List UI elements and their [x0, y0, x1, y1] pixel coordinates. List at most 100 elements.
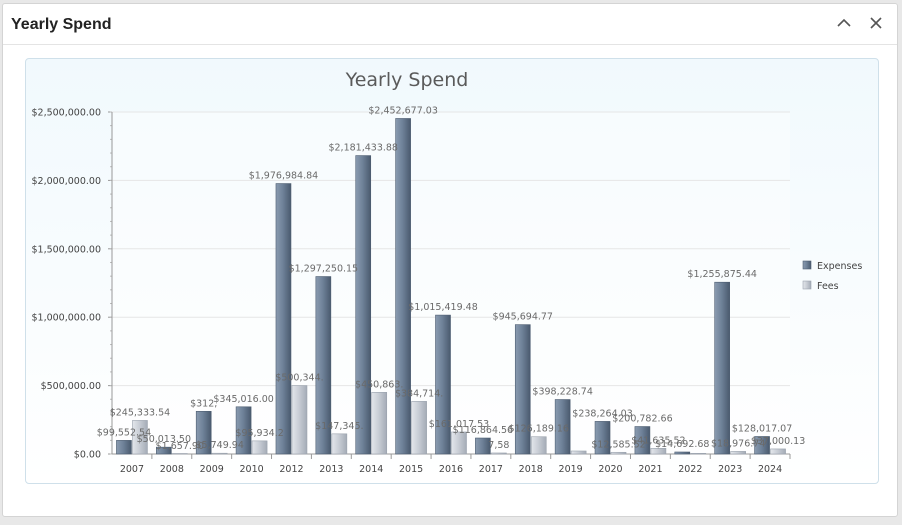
expenses-bar[interactable]: [235, 406, 252, 455]
fees-data-label: $147,345.: [315, 421, 363, 432]
x-tick-label: 2014: [359, 464, 383, 475]
x-tick-label: 2013: [319, 464, 343, 475]
chart-card: Yearly Spend $0.00 $500,000.00 $1,000,000.…: [25, 58, 879, 484]
expenses-bar[interactable]: [554, 399, 571, 455]
expenses-data-label: $50,013.50: [137, 434, 191, 445]
fees-bar[interactable]: [251, 440, 268, 455]
expenses-data-label: $345,016.00: [213, 394, 273, 405]
close-icon: [870, 17, 882, 29]
fees-data-label: $37,000.13: [751, 436, 805, 447]
expenses-bar[interactable]: [156, 446, 172, 455]
expenses-bar[interactable]: [435, 314, 451, 455]
expenses-bar[interactable]: [754, 436, 770, 455]
x-tick-label: 2012: [279, 464, 303, 475]
fees-data-label: $95,934.2: [235, 428, 283, 439]
expenses-data-label: $99,552.54: [97, 427, 151, 438]
fees-data-label: $245,333.54: [110, 407, 170, 418]
fees-bar[interactable]: [331, 433, 348, 455]
y-tick-label: $0.00: [74, 450, 101, 461]
x-tick-label: 2007: [120, 464, 144, 475]
fees-bar[interactable]: [291, 385, 308, 455]
expenses-bar[interactable]: [514, 324, 531, 455]
chart-title: Yearly Spend: [345, 69, 469, 91]
expenses-bar[interactable]: [634, 426, 651, 455]
yearly-spend-chart: Yearly Spend $0.00 $500,000.00 $1,000,000.…: [31, 69, 862, 475]
plot-area: [112, 112, 790, 454]
fees-data-label: $161,017.53: [429, 419, 489, 430]
expenses-data-label: $238,264.03: [572, 408, 632, 419]
x-tick-label: 2023: [718, 464, 742, 475]
fees-data-label: $384,714.: [395, 388, 443, 399]
expenses-data-label: $398,228.74: [532, 387, 592, 398]
fees-bar[interactable]: [172, 453, 188, 455]
x-tick-label: 2009: [200, 464, 224, 475]
expenses-bar[interactable]: [594, 421, 611, 455]
expenses-data-label: $200,782.66: [612, 414, 672, 425]
expenses-data-label: $128,017.07: [732, 423, 792, 434]
fees-data-label: $500,344.: [275, 373, 323, 384]
fees-bar[interactable]: [610, 451, 627, 455]
expenses-bar[interactable]: [315, 276, 332, 455]
fees-bar[interactable]: [211, 452, 228, 455]
expenses-bar[interactable]: [674, 451, 691, 455]
expenses-data-label: $1,255,875.44: [687, 269, 757, 280]
fees-bar[interactable]: [371, 392, 388, 455]
x-tick-label: 2022: [678, 464, 702, 475]
legend-swatch-fees: [802, 280, 812, 290]
chevron-up-icon: [837, 18, 851, 27]
expenses-bar[interactable]: [275, 183, 292, 455]
panel-header: Yearly Spend: [3, 4, 897, 45]
x-tick-label: 2024: [758, 464, 782, 475]
expenses-data-label: $1,976,984.84: [249, 171, 319, 182]
fees-bar[interactable]: [411, 401, 427, 455]
bars: [116, 118, 786, 455]
expenses-bar[interactable]: [116, 440, 132, 455]
data-labels: $99,552.54$50,013.50 $312,$345,016.00 $1,9…: [97, 105, 806, 451]
fees-data-label: $5,749.94: [196, 440, 244, 451]
fees-bar[interactable]: [770, 448, 786, 455]
fees-bar[interactable]: [690, 453, 707, 455]
fees-data-label: 7,58: [488, 440, 509, 451]
collapse-button[interactable]: [833, 12, 855, 34]
y-tick-label: $1,000,000.00: [31, 313, 101, 324]
x-tick-label: 2015: [399, 464, 423, 475]
x-tick-label: 2019: [559, 464, 583, 475]
expenses-data-label: $14,692.68: [655, 439, 709, 450]
x-tick-label: 2021: [638, 464, 662, 475]
fees-data-label: $18,976.74: [711, 438, 765, 449]
fees-bar[interactable]: [650, 448, 667, 455]
y-tick-label: $2,000,000.00: [31, 176, 101, 187]
legend-swatch-expenses: [802, 260, 812, 270]
fees-bar[interactable]: [132, 420, 148, 455]
expenses-bar[interactable]: [475, 437, 491, 455]
fees-data-label: $41,635.52: [631, 435, 685, 446]
fees-bar[interactable]: [491, 452, 507, 455]
fees-bar[interactable]: [530, 436, 547, 455]
close-button[interactable]: [865, 12, 887, 34]
y-tick-label: $1,500,000.00: [31, 244, 101, 255]
expenses-data-label: $1,297,250.15: [289, 264, 359, 275]
fees-bar[interactable]: [570, 450, 587, 455]
x-tick-label: 2018: [519, 464, 543, 475]
legend: Expenses Fees: [802, 260, 862, 292]
expenses-data-label: $1,015,419.48: [408, 302, 478, 313]
expenses-data-label: $2,181,433.88: [328, 143, 398, 154]
fees-data-label: $126,189.16: [509, 424, 569, 435]
x-tick-label: 2020: [598, 464, 622, 475]
legend-label-expenses: Expenses: [817, 261, 862, 272]
expenses-bar[interactable]: [395, 118, 411, 455]
fees-data-label: $1,657.90: [156, 441, 204, 452]
expenses-bar[interactable]: [714, 281, 730, 455]
expenses-data-label: $2,452,677.03: [368, 105, 438, 116]
expenses-bar[interactable]: [195, 411, 212, 455]
yearly-spend-panel: Yearly Spend: [2, 3, 898, 517]
expenses-data-label: $116,864.56: [453, 425, 513, 436]
x-tick-label: 2016: [439, 464, 463, 475]
fees-bar[interactable]: [451, 431, 467, 455]
fees-bar[interactable]: [730, 451, 746, 455]
expenses-bar[interactable]: [355, 155, 372, 455]
expenses-data-label: $312,: [190, 398, 217, 409]
y-tick-label: $2,500,000.00: [31, 108, 101, 119]
y-tick-label: $500,000.00: [41, 381, 101, 392]
x-tick-label: 2008: [160, 464, 184, 475]
